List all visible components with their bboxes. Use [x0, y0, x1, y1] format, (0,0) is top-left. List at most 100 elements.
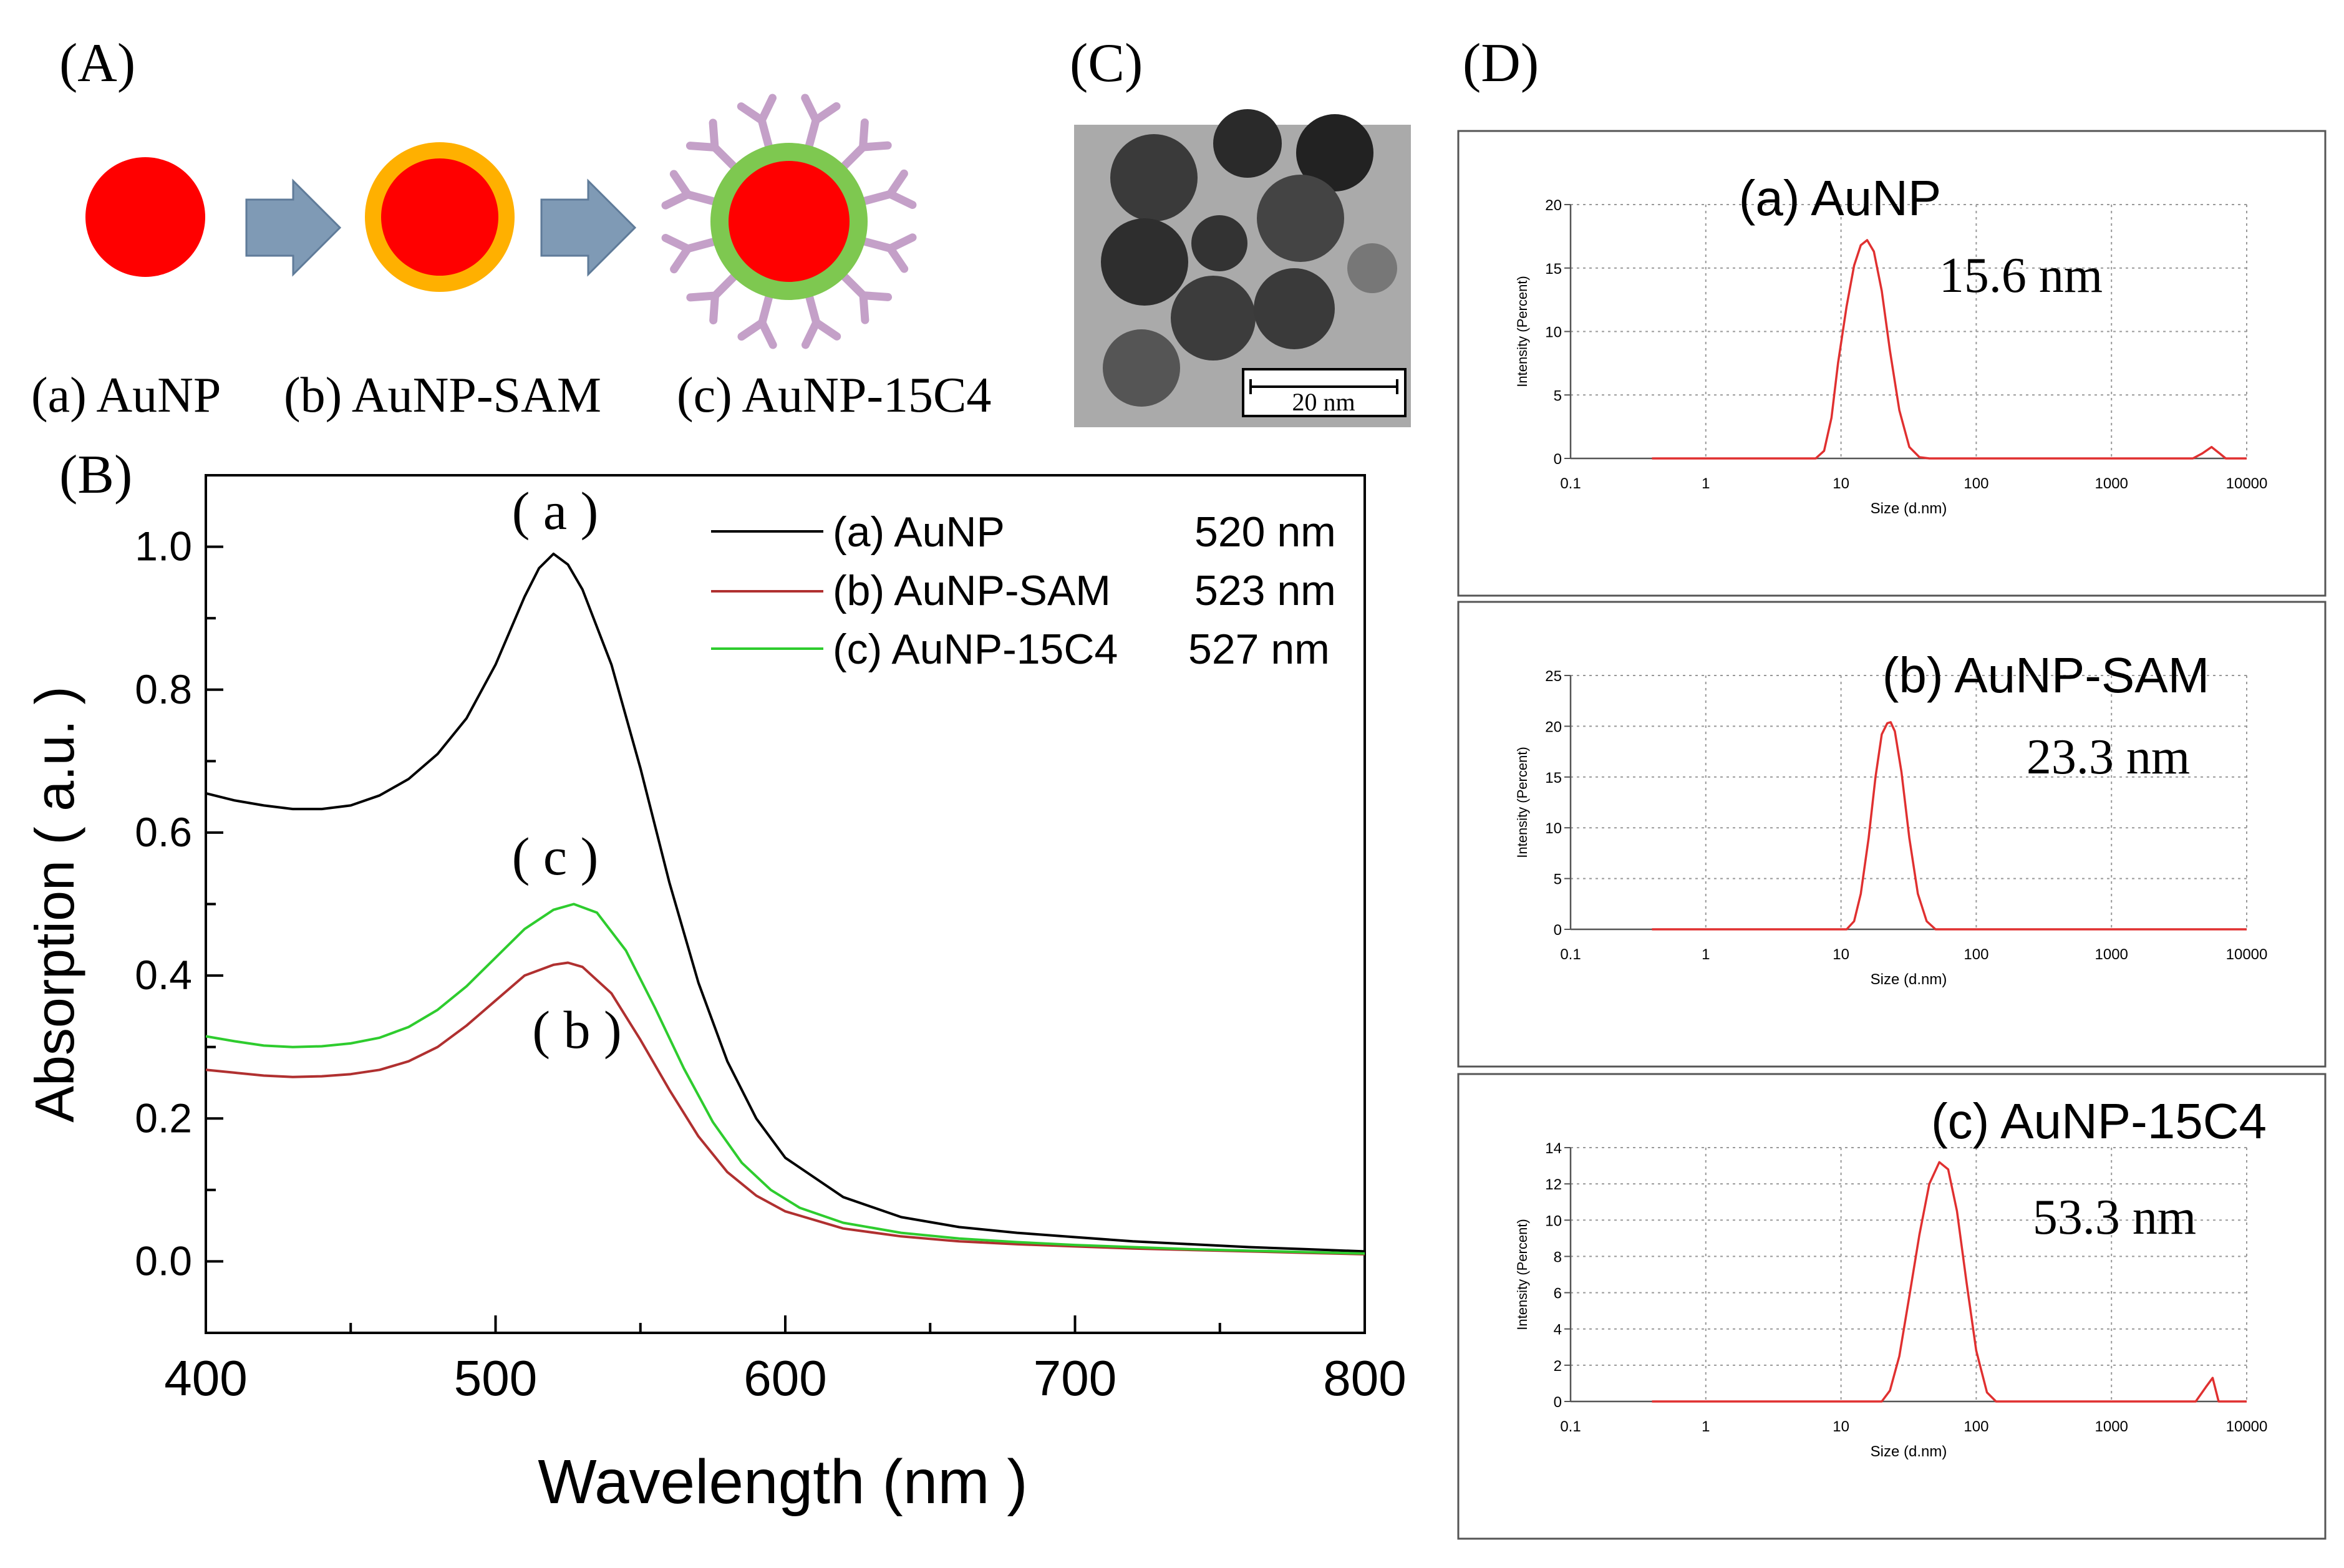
dls-y-tick-label: 10 [1545, 1212, 1562, 1229]
dls-series-line-aunp-sam [1652, 721, 2247, 931]
panel-d-label: (D) [1463, 33, 1539, 94]
dls-x-axis-title: Size (d.nm) [1871, 1443, 1947, 1460]
dls-x-axis-title: Size (d.nm) [1871, 500, 1947, 517]
legend-label-aunp-sam: (b) AuNP-SAM [833, 567, 1111, 614]
antibody-icon [838, 271, 893, 324]
dls-x-tick-label: 1000 [2095, 475, 2128, 492]
antibody-icon [737, 291, 777, 349]
curve-label-b: ( b ) [532, 1000, 621, 1060]
dls-x-tick-label: 100 [1964, 946, 1988, 963]
dls-y-tick-label: 25 [1545, 668, 1562, 685]
dls-y-tick-label: 2 [1554, 1358, 1562, 1375]
x-tick-label: 700 [1034, 1350, 1116, 1406]
panel-b-label: (B) [59, 445, 132, 505]
dls-x-tick-label: 10000 [2226, 946, 2268, 963]
dls-x-tick-label: 1 [1702, 946, 1710, 963]
caption-aunp: (a) AuNP [31, 368, 221, 423]
dls-series-line-aunp [1652, 239, 2247, 460]
dls-x-tick-label: 1 [1702, 1418, 1710, 1435]
y-tick-label: 0.4 [135, 952, 192, 998]
uvvis-series-line-aunp-15c4 [205, 903, 1365, 1255]
legend-label-aunp-15c4: (c) AuNP-15C4 [833, 626, 1118, 673]
dls-title-aunp: (a) AuNP [1739, 170, 1942, 226]
dls-y-tick-label: 5 [1554, 387, 1562, 404]
antibody-icon [858, 233, 917, 273]
x-tick-label: 800 [1323, 1350, 1406, 1406]
curve-label-a: ( a ) [512, 481, 598, 541]
dls-y-tick-label: 14 [1545, 1140, 1562, 1157]
dls-title-aunp-15c4: (c) AuNP-15C4 [1931, 1093, 2267, 1149]
dls-y-tick-label: 20 [1545, 719, 1562, 735]
x-tick-label: 500 [454, 1350, 537, 1406]
antibody-icons [661, 94, 917, 349]
antibody-icon [737, 94, 777, 152]
dls-y-tick-label: 6 [1554, 1285, 1562, 1302]
uvvis-legend: (a) AuNP (b) AuNP-SAM (c) AuNP-15C4 520 … [711, 508, 1336, 673]
aunp-15c4-core [729, 161, 850, 282]
antibody-icon [838, 118, 892, 172]
dls-x-tick-label: 0.1 [1560, 475, 1581, 492]
panel-a-label: (A) [59, 33, 135, 94]
y-axis-title: Absorption ( a.u. ) [24, 686, 85, 1122]
arrow-right-icon [540, 178, 637, 277]
dls-box-aunp-15c4 [1457, 1073, 2327, 1540]
dls-size-annotation-aunp-sam: 23.3 nm [2027, 730, 2190, 785]
legend-peak-aunp-sam: 523 nm [1194, 567, 1336, 614]
uvvis-y-tick-labels: 0.0 0.2 0.4 0.6 0.8 1.0 [135, 523, 192, 1284]
legend-peak-aunp: 520 nm [1194, 508, 1336, 556]
panel-c-label: (C) [1070, 33, 1143, 94]
dls-x-tick-label: 10000 [2226, 475, 2268, 492]
panel-a: (A) (a) AuNP (b) AuNP-SAM (c) AuNP-15C4 [31, 33, 991, 423]
uvvis-series [205, 553, 1365, 1256]
dls-series-line-aunp-15c4 [1652, 1161, 2247, 1403]
x-axis-title: Wavelength (nm ) [538, 1447, 1027, 1517]
legend-label-aunp: (a) AuNP [833, 508, 1005, 556]
dls-size-annotation-aunp: 15.6 nm [1939, 248, 2103, 303]
dls-y-tick-label: 10 [1545, 820, 1562, 837]
dls-y-tick-label: 15 [1545, 770, 1562, 786]
dls-y-tick-label: 8 [1554, 1249, 1562, 1266]
caption-aunp-sam: (b) AuNP-SAM [284, 368, 601, 423]
dls-y-tick-label: 4 [1554, 1322, 1562, 1338]
y-tick-label: 0.8 [135, 666, 192, 712]
uvvis-series-line-aunp-sam [205, 961, 1365, 1256]
y-tick-label: 1.0 [135, 523, 192, 569]
dls-x-tick-label: 1 [1702, 475, 1710, 492]
dls-x-tick-label: 10 [1833, 475, 1849, 492]
dls-y-tick-label: 0 [1554, 922, 1562, 939]
x-tick-label: 400 [164, 1350, 247, 1406]
dls-title-aunp-sam: (b) AuNP-SAM [1882, 647, 2210, 703]
y-tick-label: 0.6 [135, 809, 192, 855]
dls-y-tick-label: 5 [1554, 871, 1562, 888]
dls-size-annotation-aunp-15c4: 53.3 nm [2033, 1190, 2196, 1245]
antibody-icon [685, 119, 740, 172]
dls-y-axis-title: Intensity (Percent) [1514, 747, 1530, 858]
uvvis-x-tick-labels: 400 500 600 700 800 [164, 1350, 1406, 1406]
antibody-icon [661, 170, 720, 210]
dls-y-axis-title: Intensity (Percent) [1514, 1219, 1530, 1330]
uvvis-series-line-aunp [205, 553, 1365, 1253]
antibody-icon [801, 291, 841, 349]
antibody-icon [686, 271, 740, 325]
antibody-icon [858, 169, 917, 210]
uvvis-plot-frame [205, 474, 1366, 1334]
dls-x-tick-label: 1000 [2095, 1418, 2128, 1435]
dls-box-aunp-sam [1457, 601, 2327, 1068]
caption-aunp-15c4: (c) AuNP-15C4 [677, 368, 991, 423]
panel-c: (C) 20 nm [1070, 33, 1411, 427]
dls-y-tick-label: 10 [1545, 324, 1562, 341]
antibody-icon [661, 233, 720, 274]
legend-peak-aunp-15c4: 527 nm [1188, 626, 1330, 673]
panel-b: (B) 0.0 0.2 0.4 0.6 0.8 1.0 400 500 600 … [24, 445, 1407, 1517]
dls-y-tick-label: 12 [1545, 1176, 1562, 1193]
dls-x-axis-title: Size (d.nm) [1871, 971, 1947, 988]
dls-x-tick-label: 0.1 [1560, 1418, 1581, 1435]
dls-x-tick-label: 1000 [2095, 946, 2128, 963]
dls-x-tick-label: 10 [1833, 946, 1849, 963]
dls-y-tick-label: 0 [1554, 1394, 1562, 1411]
dls-x-tick-label: 100 [1964, 475, 1988, 492]
dls-plot-aunp-15c4: 0.1 1 10 100 1000 10000 0 2 4 6 8 10 12 14 Size (d.nm)… [1514, 1093, 2267, 1460]
dls-x-tick-label: 10 [1833, 1418, 1849, 1435]
y-tick-label: 0.0 [135, 1237, 192, 1284]
